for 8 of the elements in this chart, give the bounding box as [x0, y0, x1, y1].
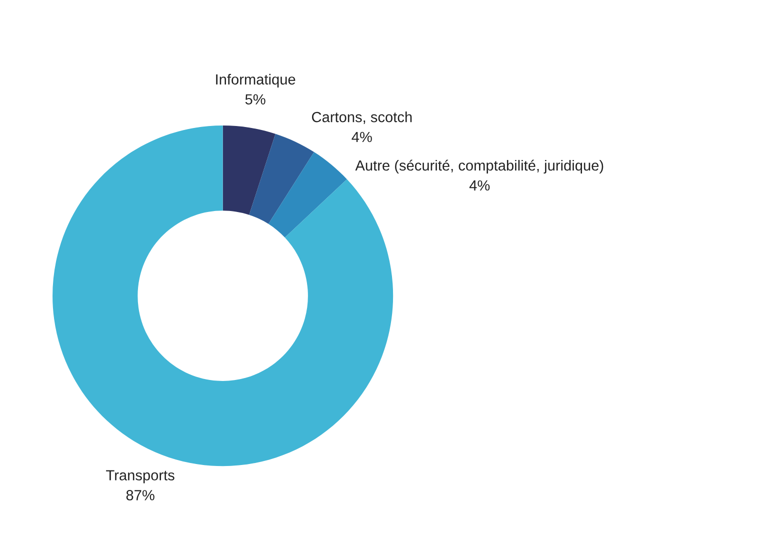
slice-label: Autre (sécurité, comptabilité, juridique)	[355, 160, 604, 174]
slice-label: Transports	[106, 470, 174, 484]
data-label: 5%	[245, 94, 266, 105]
data-label: 4%	[469, 180, 490, 191]
slice-label: Cartons, scotch	[312, 112, 412, 124]
data-label: 87%	[126, 490, 154, 500]
data-label: 4%	[352, 132, 372, 142]
slice-label: Informatique	[216, 74, 296, 88]
